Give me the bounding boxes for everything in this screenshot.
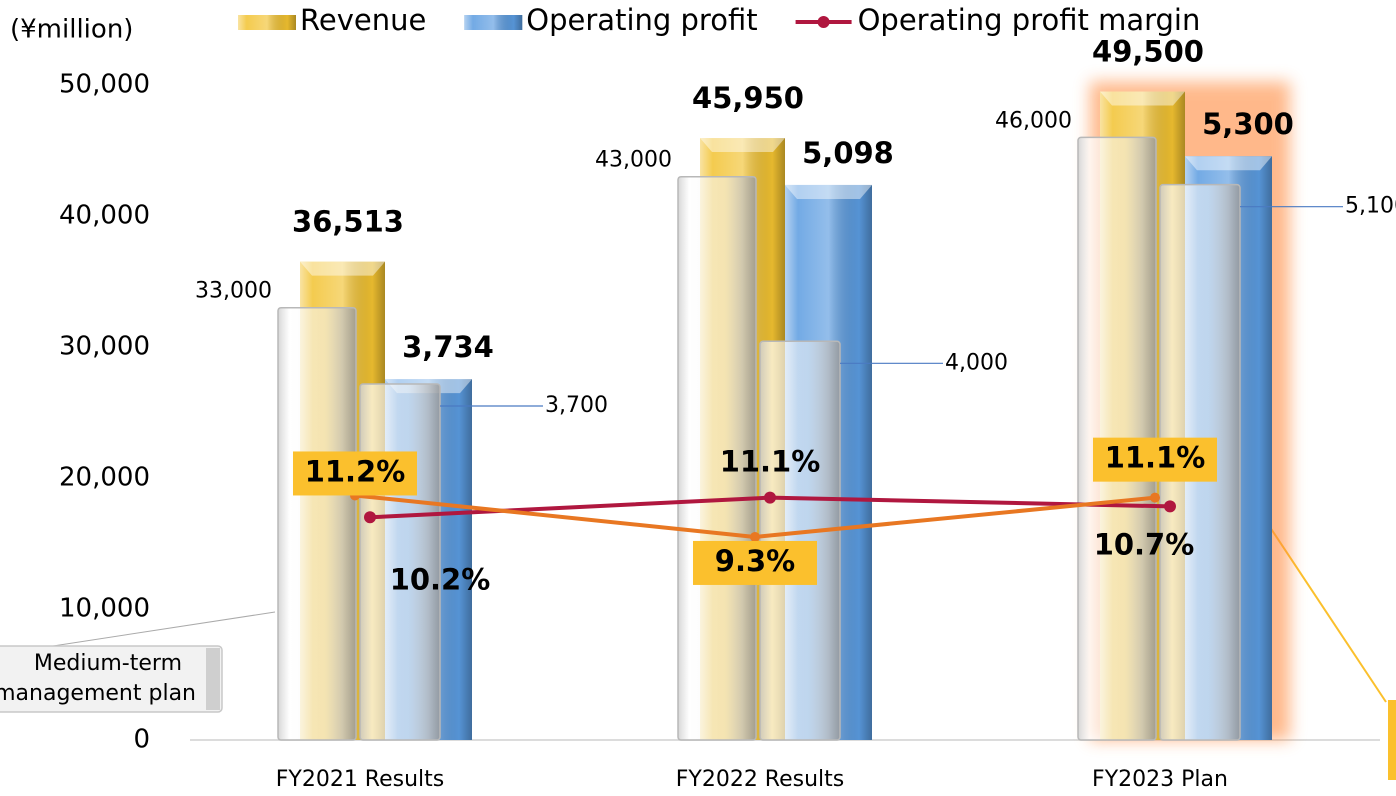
y-tick-label: 30,000 bbox=[59, 332, 150, 362]
value-label: 10.7% bbox=[1094, 527, 1195, 561]
line-point bbox=[764, 491, 776, 504]
plan-value-label: 3,700 bbox=[545, 393, 608, 418]
value-label: 49,500 bbox=[1092, 35, 1204, 69]
plan-bar bbox=[677, 175, 757, 741]
plan-bar bbox=[277, 306, 357, 741]
value-label: 36,513 bbox=[292, 205, 404, 239]
legend-label: Revenue bbox=[300, 3, 426, 37]
y-tick-label: 0 bbox=[133, 725, 150, 755]
value-label: 11.2% bbox=[305, 454, 406, 488]
legend-label: Operating profit bbox=[526, 3, 757, 37]
plan-value-label: 46,000 bbox=[995, 108, 1072, 133]
legend-marker bbox=[817, 16, 830, 28]
unit-label: (¥million) bbox=[10, 15, 133, 45]
plan-value-label: 33,000 bbox=[195, 279, 272, 304]
x-tick-label: FY2021 Results bbox=[276, 767, 445, 792]
line-point bbox=[1164, 500, 1176, 513]
label-box bbox=[693, 540, 817, 585]
y-tick-label: 10,000 bbox=[59, 594, 150, 624]
bar-bevel bbox=[1100, 91, 1185, 106]
legend-shine bbox=[238, 15, 296, 30]
legend-shine bbox=[464, 15, 523, 30]
label-box bbox=[293, 451, 417, 496]
bar-bevel bbox=[700, 138, 785, 153]
label-box bbox=[1093, 437, 1217, 482]
annotation-text: Medium-term bbox=[34, 651, 182, 676]
y-tick-label: 40,000 bbox=[59, 201, 150, 231]
value-label: 10.2% bbox=[390, 562, 491, 596]
value-label: 9.3% bbox=[715, 544, 795, 578]
y-tick-label: 20,000 bbox=[59, 463, 150, 493]
plan-value-label: 5,100 bbox=[1345, 194, 1396, 219]
x-tick-label: FY2022 Results bbox=[676, 767, 845, 792]
value-label: 5,300 bbox=[1202, 107, 1294, 141]
value-label: 3,734 bbox=[402, 330, 494, 364]
plan-value-label: 4,000 bbox=[945, 350, 1008, 375]
plan-value-label: 43,000 bbox=[595, 148, 672, 173]
value-label: 11.1% bbox=[1105, 441, 1206, 475]
legend-label: Operating profit margin bbox=[858, 3, 1201, 37]
line-point bbox=[1150, 492, 1160, 503]
bar-bevel bbox=[300, 261, 385, 276]
leader-line bbox=[39, 611, 276, 649]
bar-bevel bbox=[1185, 156, 1272, 171]
plan-bar bbox=[759, 340, 841, 741]
line-point bbox=[750, 531, 760, 542]
annotation-box bbox=[1388, 700, 1396, 780]
annotation-text: management plan bbox=[0, 681, 196, 706]
value-label: 45,950 bbox=[692, 81, 804, 115]
x-tick-label: FY2023 Plan bbox=[1092, 767, 1228, 792]
value-label: 5,098 bbox=[802, 136, 894, 170]
value-label: 11.1% bbox=[720, 445, 821, 479]
annotation-shade bbox=[206, 648, 220, 710]
annotation-box bbox=[0, 645, 223, 713]
bar-bevel bbox=[785, 184, 872, 199]
y-tick-label: 50,000 bbox=[59, 70, 150, 100]
line-point bbox=[364, 511, 376, 524]
